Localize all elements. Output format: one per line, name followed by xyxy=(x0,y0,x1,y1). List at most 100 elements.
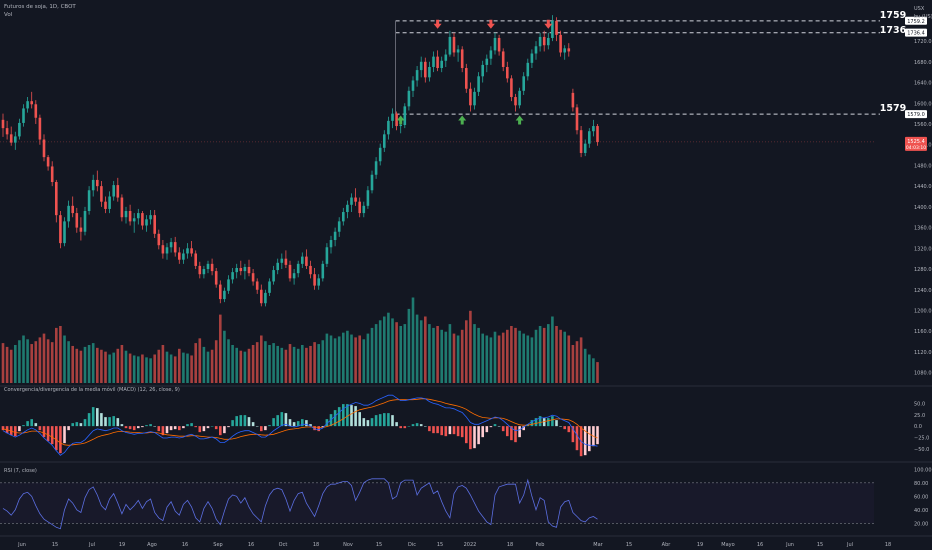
volume-bar xyxy=(141,354,144,383)
volume-bar xyxy=(313,342,316,383)
volume-bar xyxy=(555,326,558,383)
volume-bar xyxy=(5,346,9,383)
volume-bar xyxy=(235,347,238,383)
candle-body xyxy=(141,213,144,226)
macd-histogram-bar xyxy=(292,422,296,427)
candle-body xyxy=(358,201,361,214)
volume-bar xyxy=(473,324,476,383)
last-price-label: 1525.4 xyxy=(907,139,925,145)
candle xyxy=(342,207,345,226)
candle-body xyxy=(292,273,296,279)
macd-histogram-bar xyxy=(510,426,513,441)
candle-body xyxy=(440,60,443,69)
volume-bar xyxy=(374,324,378,383)
candle xyxy=(378,143,382,166)
candle-body xyxy=(575,107,579,131)
macd-histogram-bar xyxy=(370,418,374,427)
candle-body xyxy=(202,269,206,275)
price-tick-label: 1280.0 xyxy=(914,267,932,273)
macd-histogram-bar xyxy=(182,426,185,429)
candle xyxy=(165,243,169,260)
macd-tick-label: 0.0 xyxy=(914,424,922,430)
candle xyxy=(132,213,136,233)
candle-body xyxy=(112,185,115,197)
volume-bar xyxy=(30,344,33,383)
candle-body xyxy=(411,80,415,91)
candle-body xyxy=(161,245,165,254)
macd-histogram-bar xyxy=(596,426,599,445)
candle-body xyxy=(489,50,493,59)
candle-body xyxy=(87,190,91,212)
candle xyxy=(530,49,534,69)
macd-histogram-bar xyxy=(198,426,202,433)
macd-histogram-bar xyxy=(42,426,46,438)
candle xyxy=(469,82,472,112)
candle-body xyxy=(149,215,152,220)
candle-body xyxy=(448,36,452,55)
candle xyxy=(268,278,271,296)
volume-bar xyxy=(493,331,497,383)
candle-body xyxy=(391,113,394,121)
date-tick-label: Abr xyxy=(662,542,672,548)
candle-body xyxy=(235,267,238,273)
volume-bar xyxy=(411,297,415,383)
volume-bar xyxy=(460,329,464,383)
volume-bar xyxy=(358,335,361,383)
volume-bar xyxy=(268,345,271,383)
volume-bar xyxy=(182,352,185,383)
candle xyxy=(9,126,13,146)
candle xyxy=(542,30,546,52)
macd-histogram-bar xyxy=(161,426,165,436)
candle xyxy=(55,179,58,223)
macd-histogram-bar xyxy=(588,426,591,452)
candle-body xyxy=(34,104,38,118)
volume-bar xyxy=(128,353,132,383)
macd-histogram-bar xyxy=(567,426,571,433)
date-tick-label: Jun xyxy=(17,542,26,548)
volume-bar xyxy=(280,347,284,383)
candle xyxy=(452,32,456,57)
candle-body xyxy=(165,247,169,254)
candle xyxy=(518,87,521,109)
candle-body xyxy=(370,174,374,191)
candle-body xyxy=(362,205,366,214)
candle-body xyxy=(497,37,501,52)
macd-histogram-bar xyxy=(67,426,70,431)
volume-bar xyxy=(186,353,189,383)
macd-histogram-bar xyxy=(251,422,255,427)
candle-body xyxy=(309,265,312,275)
candle-body xyxy=(288,264,292,279)
candle-body xyxy=(506,66,509,79)
candle-body xyxy=(547,37,550,46)
candle-body xyxy=(79,227,83,232)
candle xyxy=(325,243,329,267)
macd-histogram-bar xyxy=(14,426,17,437)
macd-histogram-bar xyxy=(18,426,21,432)
volume-bar xyxy=(542,327,546,383)
candle-body xyxy=(145,219,148,226)
macd-histogram-bar xyxy=(366,420,370,427)
macd-histogram-bar xyxy=(63,426,66,444)
candle xyxy=(38,114,42,145)
last-price-box xyxy=(905,136,927,151)
macd-histogram-bar xyxy=(530,420,534,427)
volume-bar xyxy=(337,336,341,383)
macd-histogram-bar xyxy=(415,423,419,427)
volume-bar xyxy=(157,349,161,383)
symbol-title[interactable]: Futuros de soja, 1D, CBOT xyxy=(4,4,76,10)
volume-bar xyxy=(165,351,169,383)
candle-body xyxy=(432,56,435,67)
volume-bar xyxy=(350,334,353,383)
volume-bar xyxy=(96,347,99,383)
volume-legend[interactable]: Vol xyxy=(4,12,13,18)
candle-body xyxy=(592,126,595,132)
candle-body xyxy=(305,256,308,266)
macd-histogram-bar xyxy=(313,426,316,431)
volume-bar xyxy=(305,347,308,383)
volume-bar xyxy=(407,308,411,383)
candle-body xyxy=(567,48,571,52)
macd-histogram-bar xyxy=(440,426,443,436)
macd-histogram-bar xyxy=(456,426,460,437)
macd-histogram-bar xyxy=(268,425,271,427)
